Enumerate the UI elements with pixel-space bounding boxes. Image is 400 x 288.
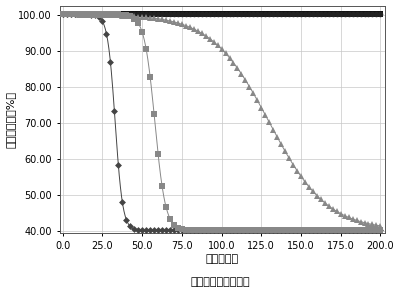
X-axis label: 時間（分）: 時間（分） — [206, 254, 239, 264]
Text: タイムコースデータ: タイムコースデータ — [190, 277, 250, 287]
Y-axis label: 透過光量比（%）: 透過光量比（%） — [6, 91, 16, 148]
